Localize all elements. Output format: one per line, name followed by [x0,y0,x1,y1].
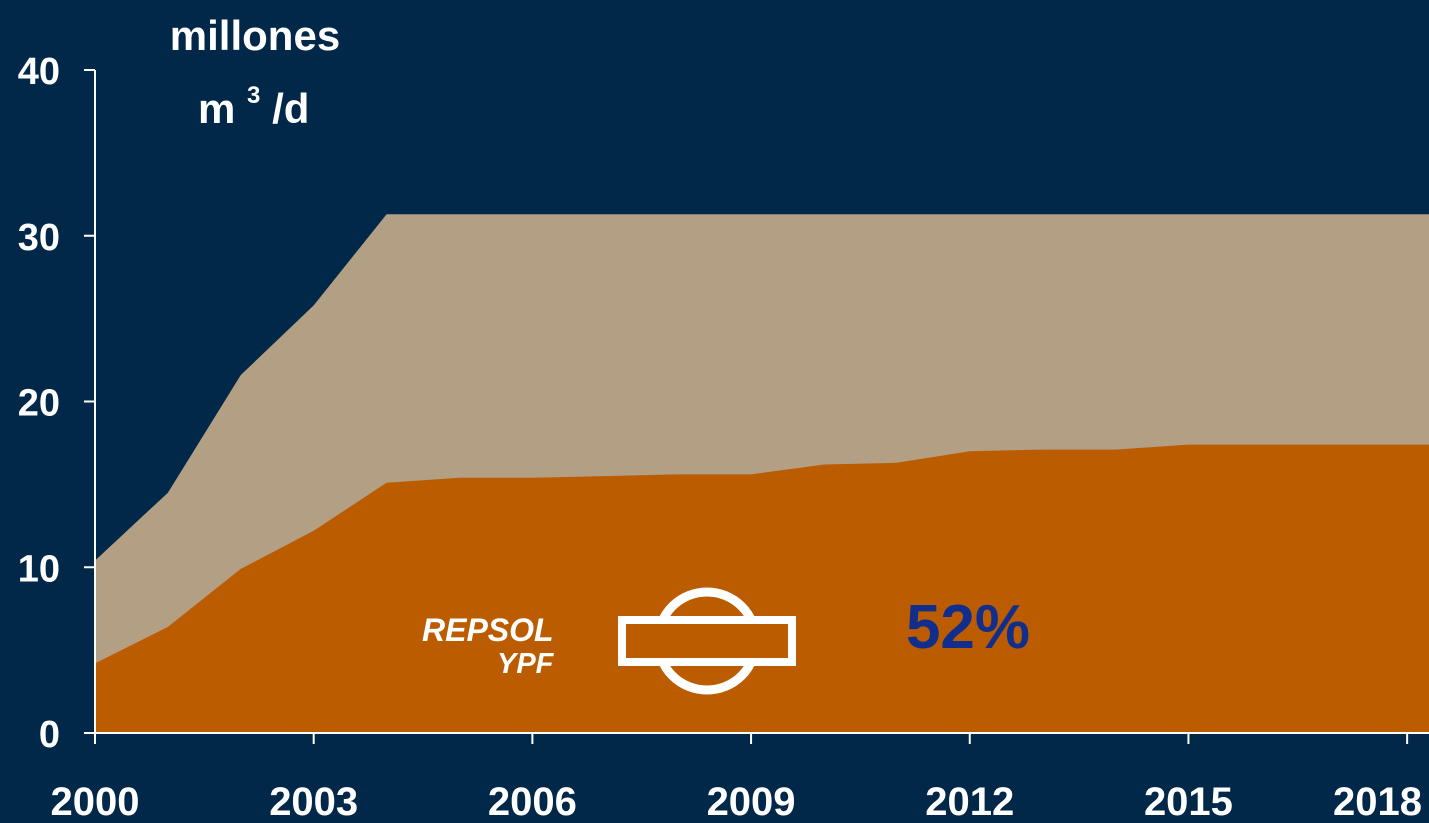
y-tick-label: 30 [18,217,60,259]
area-series-lower [95,444,1429,733]
x-tick-label: 2018 [1333,780,1422,823]
x-tick-label: 2000 [51,780,140,823]
x-tick-label: 2009 [707,780,796,823]
y-tick-label: 0 [39,714,60,756]
x-tick-label: 2015 [1144,780,1233,823]
repsol-ypf-logo: REPSOL YPF [422,587,796,695]
y-tick-group: 0 10 20 30 40 [18,51,95,756]
share-annotation: 52% [906,593,1030,662]
x-tick-group: 2000 2003 2006 2009 2012 2015 2018 [51,733,1422,823]
logo-text-ypf: YPF [497,648,555,680]
y-axis-unit-m: m [198,85,235,132]
y-tick-label: 20 [18,383,60,425]
x-tick-label: 2006 [488,780,577,823]
y-tick-label: 40 [18,51,60,93]
y-tick-label: 10 [18,548,60,590]
y-axis-unit-line2: m 3 /d [198,65,309,132]
area-series-group [95,214,1429,733]
logo-text-repsol: REPSOL [422,612,554,648]
y-axis-unit-suffix: /d [272,85,309,132]
x-tick-label: 2003 [269,780,358,823]
y-axis-unit-sup: 3 [247,82,260,109]
x-tick-label: 2012 [925,780,1014,823]
y-axis-unit-line1: millones [170,12,340,59]
